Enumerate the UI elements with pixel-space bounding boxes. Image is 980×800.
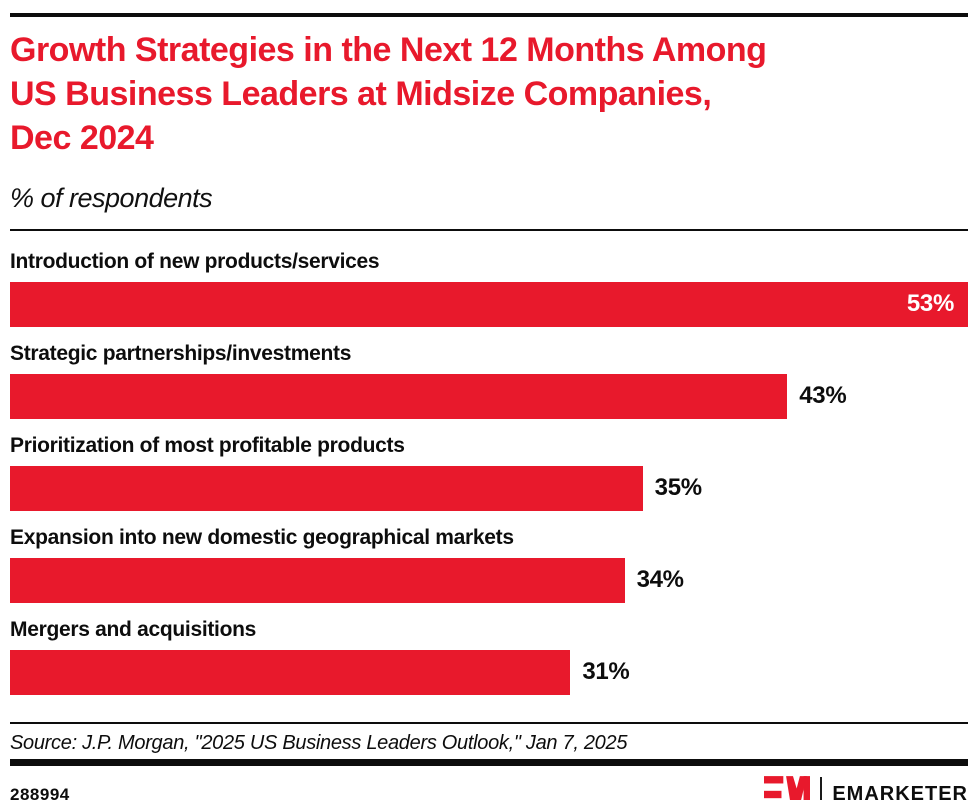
chart-title-line-1: Growth Strategies in the Next 12 Months … — [10, 31, 767, 69]
source-divider — [10, 721, 968, 724]
bar-value-label: 31% — [582, 658, 630, 686]
footer-rule — [10, 758, 968, 766]
chart-title-line-2: US Business Leaders at Midsize Companies… — [10, 75, 712, 113]
bar-track: 43% — [10, 373, 968, 419]
bar-value-label: 35% — [654, 474, 702, 502]
bar-category-label: Strategic partnerships/investments — [10, 341, 352, 365]
chart-title-line-3: Dec 2024 — [10, 119, 154, 157]
chart-id: 288994 — [10, 784, 70, 800]
brand-wordmark: EMARKETER — [832, 783, 968, 800]
bar-category-label: Prioritization of most profitable produc… — [10, 433, 405, 457]
bar-category-label: Introduction of new products/services — [10, 249, 380, 273]
bar-chart: Introduction of new products/services 53… — [10, 249, 968, 695]
logo-divider — [820, 776, 823, 800]
bar — [10, 649, 571, 695]
emarketer-em-icon — [764, 776, 811, 800]
header-divider — [10, 228, 968, 231]
bar-track: 31% — [10, 649, 968, 695]
emarketer-logo: EMARKETER — [764, 776, 968, 800]
bar-group: Introduction of new products/services 53… — [10, 249, 968, 327]
bar-value-label: 43% — [799, 382, 847, 410]
bar-group: Prioritization of most profitable produc… — [10, 433, 968, 511]
bar-category-label: Expansion into new domestic geographical… — [10, 525, 514, 549]
bar — [10, 373, 788, 419]
chart-subtitle: % of respondents — [10, 182, 213, 213]
bar-value-label: 34% — [636, 566, 684, 594]
bar-value-label: 53% — [906, 290, 954, 318]
top-rule — [10, 13, 968, 17]
bar-group: Strategic partnerships/investments 43% — [10, 341, 968, 419]
bar-category-label: Mergers and acquisitions — [10, 617, 257, 641]
source-note: Source: J.P. Morgan, "2025 US Business L… — [10, 731, 628, 754]
footer: 288994 EMARKETER — [10, 776, 968, 800]
bar: 53% — [10, 281, 968, 327]
bar-group: Mergers and acquisitions 31% — [10, 617, 968, 695]
bar-track: 34% — [10, 557, 968, 603]
chart-title: Growth Strategies in the Next 12 Months … — [10, 28, 968, 160]
bar-track: 53% — [10, 281, 968, 327]
bar — [10, 465, 643, 511]
bar-group: Expansion into new domestic geographical… — [10, 525, 968, 603]
bar-track: 35% — [10, 465, 968, 511]
bar — [10, 557, 625, 603]
